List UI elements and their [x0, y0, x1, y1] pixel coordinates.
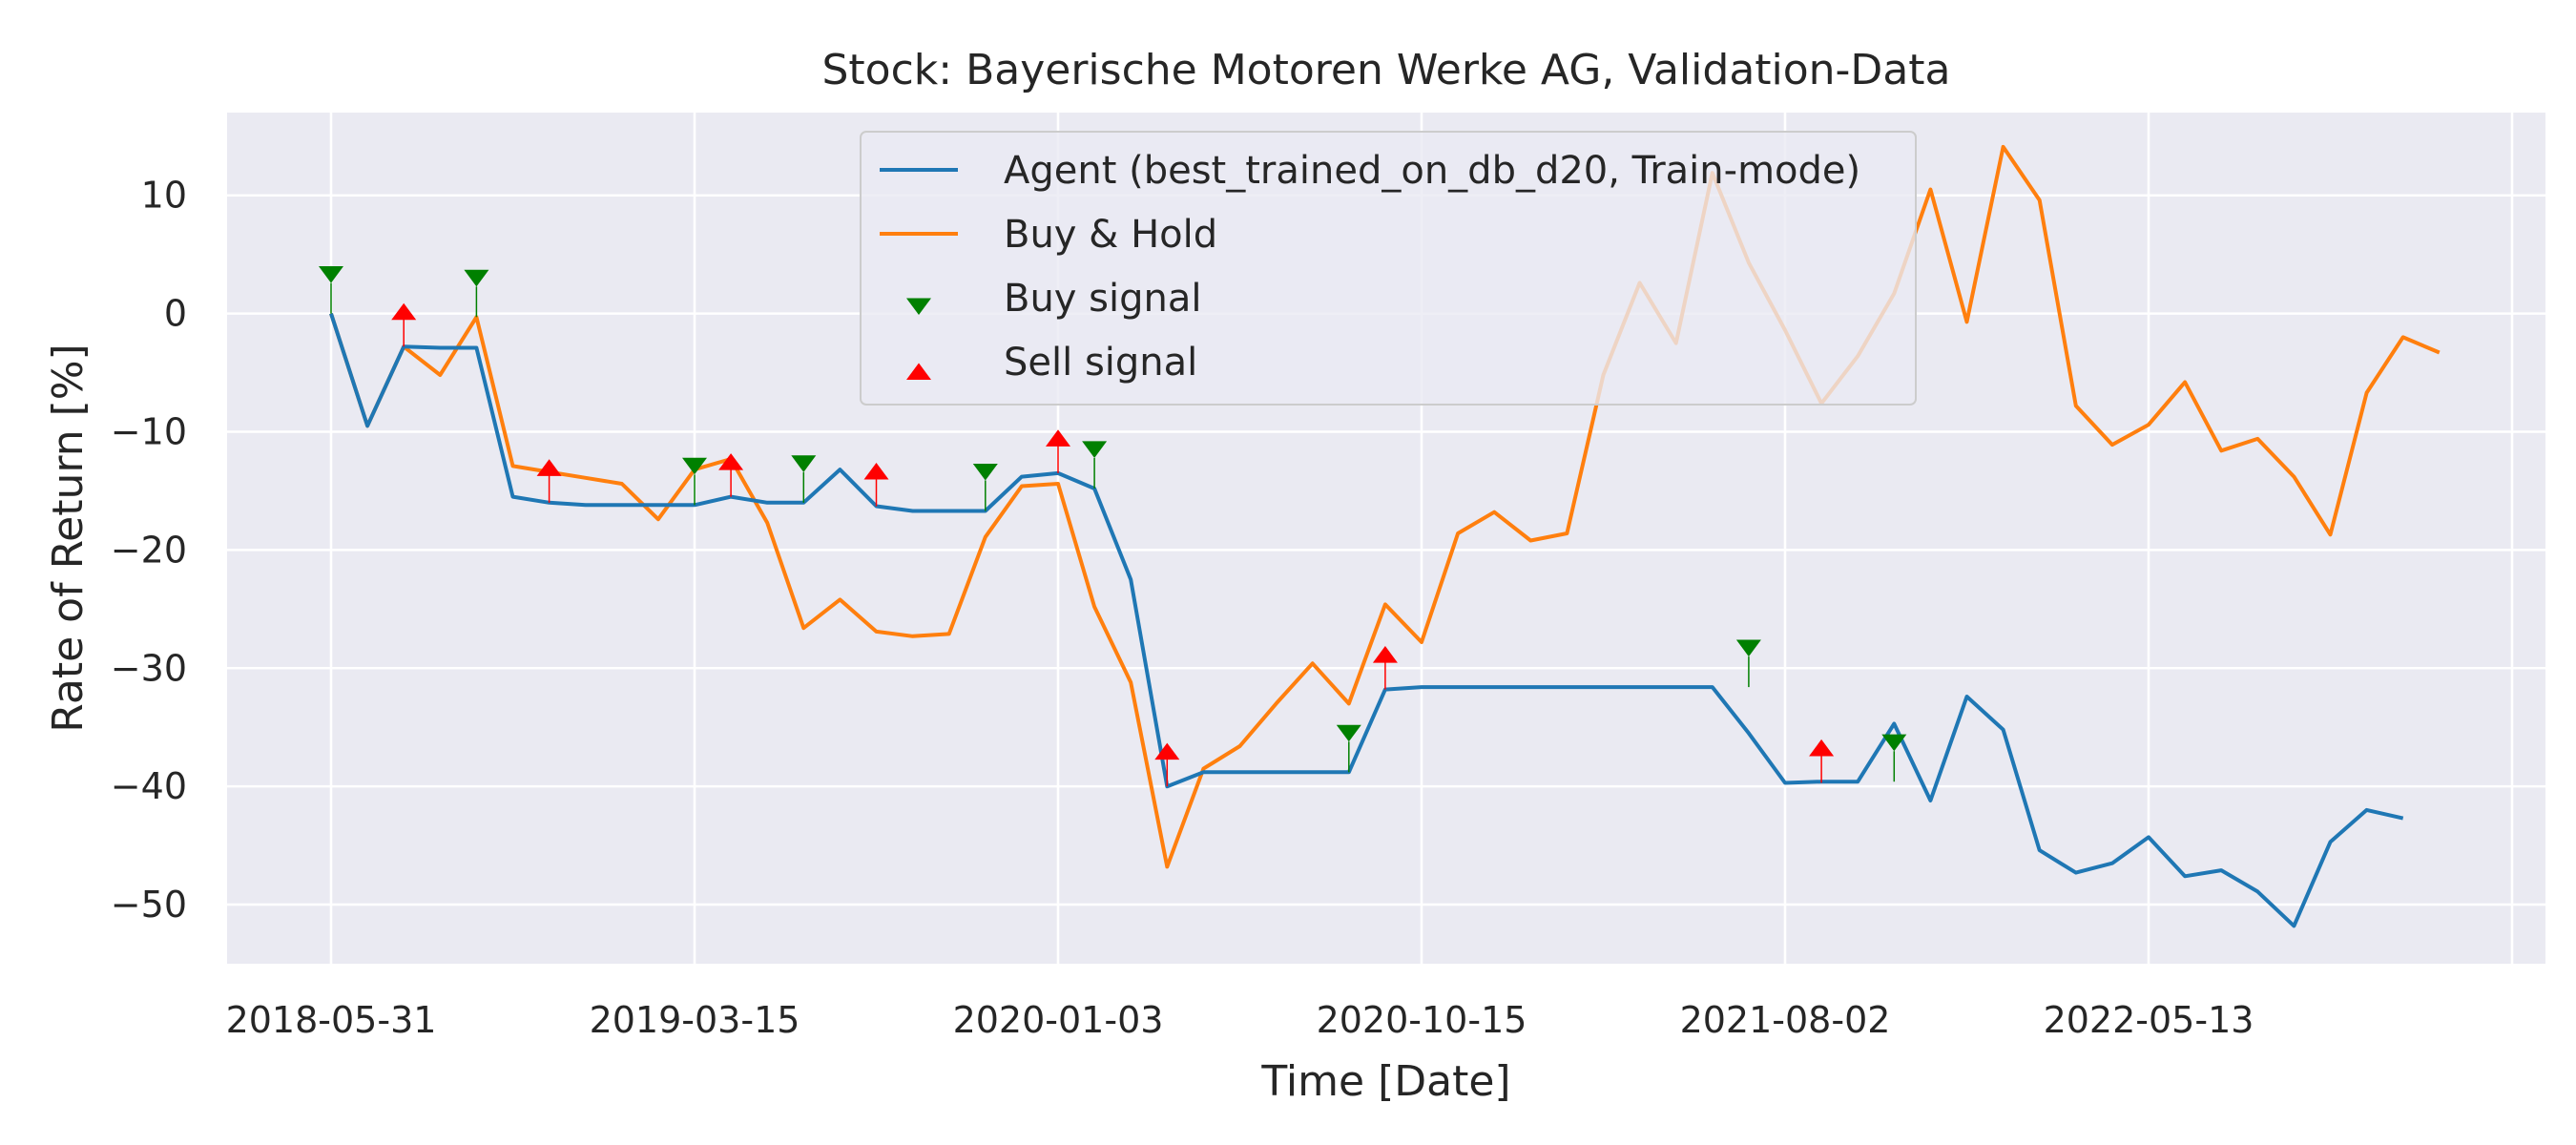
agent-line	[329, 312, 2404, 928]
legend-buy-label: Buy signal	[1004, 277, 1202, 321]
sell-signal-marker	[536, 459, 562, 476]
buy-signal-marker	[682, 457, 707, 475]
signal-layer	[319, 266, 1907, 787]
x-tick-label: 2021-08-02	[1680, 999, 1891, 1041]
x-tick-label: 2022-05-13	[2044, 999, 2254, 1041]
buy-signal-marker	[1881, 734, 1907, 752]
sell-signal-marker	[1046, 429, 1070, 447]
x-axis: 2018-05-31 2019-03-15 2020-01-03 2020-10-15…	[226, 999, 2254, 1041]
legend-sell-marker	[906, 363, 931, 380]
y-tick-label: −20	[111, 529, 187, 571]
y-tick-label: −40	[111, 765, 187, 807]
buy-signal-marker	[1082, 441, 1108, 458]
legend-buyhold-label: Buy & Hold	[1004, 213, 1217, 257]
legend-agent-label: Agent (best_trained_on_db_d20, Train-mod…	[1004, 149, 1860, 193]
y-axis: 10 0 −10 −20 −30 −40 −50	[111, 175, 187, 926]
buy-signal-marker	[972, 463, 998, 481]
buy-signal-marker	[464, 269, 489, 287]
sell-signal-marker	[863, 463, 889, 480]
y-tick-label: 10	[141, 175, 187, 217]
sell-signal-marker	[1809, 739, 1835, 757]
chart-title: Stock: Bayerische Motoren Werke AG, Vali…	[822, 46, 1951, 94]
buy-signal-marker	[791, 455, 817, 472]
sell-signal-marker	[1372, 646, 1398, 663]
buy-signal-marker	[319, 266, 343, 283]
legend-buy-marker	[906, 298, 931, 315]
legend-box	[860, 131, 1917, 406]
x-tick-label: 2020-10-15	[1317, 999, 1527, 1041]
series-layer	[329, 144, 2441, 928]
y-tick-label: −30	[111, 647, 187, 689]
sell-signal-marker	[391, 302, 417, 321]
buy-hold-line	[329, 144, 2441, 869]
y-tick-label: 0	[164, 293, 187, 335]
legend-sell-label: Sell signal	[1004, 341, 1197, 385]
buy-signal-marker	[1735, 639, 1761, 657]
legend: Agent (best_trained_on_db_d20, Train-mod…	[860, 131, 1917, 406]
x-tick-label: 2019-03-15	[590, 999, 800, 1041]
buy-signal-marker	[1336, 724, 1361, 742]
x-axis-label: Time [Date]	[1260, 1057, 1510, 1106]
sell-signal-marker	[718, 453, 744, 470]
y-tick-label: −10	[111, 411, 187, 453]
y-tick-label: −50	[111, 884, 187, 926]
sell-signal-marker	[1154, 742, 1180, 760]
x-tick-label: 2018-05-31	[226, 999, 437, 1041]
y-axis-label: Rate of Return [%]	[44, 344, 93, 732]
x-tick-label: 2020-01-03	[953, 999, 1164, 1041]
